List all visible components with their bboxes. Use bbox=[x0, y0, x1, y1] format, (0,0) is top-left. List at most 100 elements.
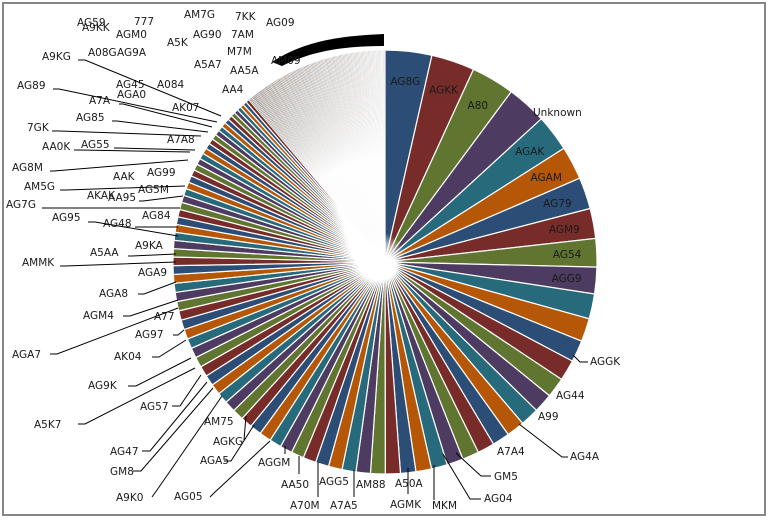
slice-label: AG05 bbox=[174, 491, 203, 503]
pie-slice-minor bbox=[349, 52, 386, 263]
leader-line bbox=[50, 307, 179, 355]
slice-label: AG44 bbox=[556, 390, 585, 402]
pie-slice-minor bbox=[340, 54, 386, 263]
pie-slice-minor bbox=[369, 50, 386, 263]
pie-slice-minor bbox=[326, 57, 386, 263]
leader-line bbox=[60, 185, 186, 191]
pie-slice-minor bbox=[316, 60, 386, 263]
pie-slice-minor bbox=[372, 49, 386, 263]
slice-label: A77 bbox=[154, 311, 175, 323]
slice-label: AG04 bbox=[484, 493, 513, 505]
slice-label: AG90 bbox=[193, 29, 222, 41]
pie-slice-minor bbox=[342, 53, 386, 263]
leader-line bbox=[119, 103, 213, 128]
pie-slice-minor bbox=[333, 55, 386, 263]
pie-slice-minor bbox=[328, 56, 386, 263]
pie-slice-minor bbox=[377, 49, 386, 263]
pie-slice-minor bbox=[319, 59, 386, 263]
pie-slice-minor bbox=[352, 51, 386, 263]
slice-label: A5K7 bbox=[34, 419, 61, 431]
leader-line bbox=[172, 374, 202, 407]
pie-slice-minor bbox=[313, 61, 386, 263]
leader-line bbox=[224, 424, 255, 462]
slice-label: A7A4 bbox=[497, 446, 525, 458]
slice-label: AG97 bbox=[135, 329, 164, 341]
slice-label: AA95 bbox=[108, 192, 136, 204]
slice-label: A80 bbox=[468, 100, 489, 112]
pie-slice-minor bbox=[363, 50, 386, 263]
slice-label: AGM9 bbox=[549, 224, 580, 236]
slice-label: AGA8 bbox=[99, 288, 128, 300]
slice-label: A9KA bbox=[135, 240, 164, 252]
slice-label: AG89 bbox=[17, 80, 46, 92]
pie-slice-minor bbox=[317, 60, 386, 263]
slice-label: AGA9 bbox=[138, 267, 167, 279]
slice-label: M7M bbox=[227, 46, 252, 58]
slice-label: AG8G bbox=[390, 76, 420, 88]
slice-label: A5A7 bbox=[194, 59, 222, 71]
leader-line bbox=[60, 261, 177, 267]
slice-label: AG09 bbox=[266, 17, 295, 29]
leader-line bbox=[123, 299, 179, 317]
slice-label: AG48 bbox=[103, 218, 132, 230]
pie-slice-minor bbox=[322, 58, 386, 263]
slice-label: AG47 bbox=[110, 446, 139, 458]
pie-slice-minor bbox=[339, 54, 386, 263]
slice-label: AM88 bbox=[356, 479, 386, 491]
slice-label: A9KG bbox=[42, 51, 71, 63]
slice-label: AA50 bbox=[281, 479, 309, 491]
leader-line bbox=[142, 381, 208, 452]
pie-slice-minor bbox=[345, 53, 386, 263]
slice-label: AG99 bbox=[147, 167, 176, 179]
pie-slice-minor bbox=[341, 53, 386, 263]
leader-line bbox=[209, 440, 271, 498]
slice-label: AG8M bbox=[12, 162, 43, 174]
slice-label: AM09 bbox=[271, 55, 301, 67]
slice-label: AG9A bbox=[117, 47, 147, 59]
slice-label: AK07 bbox=[172, 102, 199, 114]
slice-label: AGAK bbox=[515, 146, 545, 158]
leader-line bbox=[442, 453, 481, 500]
leader-line bbox=[128, 253, 177, 257]
pie-slice-minor bbox=[325, 57, 386, 263]
slice-label: AG9K bbox=[88, 380, 118, 392]
slice-label: AK04 bbox=[114, 351, 142, 363]
pie-slice-minor bbox=[327, 57, 386, 263]
leader-line bbox=[128, 357, 192, 387]
slice-label: AGA0 bbox=[117, 89, 146, 101]
slice-label: Unknown bbox=[533, 107, 582, 119]
pie-slice-minor bbox=[382, 49, 386, 263]
pie-slice-minor bbox=[380, 49, 386, 263]
slice-label: AAK bbox=[113, 171, 136, 183]
slice-label: GM8 bbox=[110, 466, 134, 478]
pie-slice-minor bbox=[379, 49, 386, 263]
leader-line bbox=[572, 354, 588, 363]
leader-line bbox=[151, 395, 223, 498]
pie-slice-minor bbox=[334, 55, 386, 263]
pie-slice-minor bbox=[362, 50, 386, 263]
leader-line bbox=[518, 423, 568, 458]
pie-slice-minor bbox=[323, 58, 386, 263]
pie-slice-minor bbox=[364, 50, 386, 263]
slice-label: AGG5 bbox=[319, 476, 349, 488]
slice-label: A5K bbox=[167, 37, 189, 49]
slice-label: 7AM bbox=[231, 29, 254, 41]
leader-line bbox=[114, 147, 196, 151]
pie-slice-minor bbox=[347, 52, 386, 263]
pie-slices bbox=[172, 49, 598, 475]
slice-label: AGGK bbox=[590, 356, 621, 368]
leader-line bbox=[53, 88, 218, 123]
pie-slice-minor bbox=[321, 58, 386, 263]
leader-line bbox=[133, 387, 214, 472]
slice-label: AKAK bbox=[87, 190, 116, 202]
pie-slice-minor bbox=[356, 51, 386, 263]
pie-slice-minor bbox=[314, 61, 386, 263]
pie-slice-minor bbox=[335, 55, 386, 263]
pie-slice-minor bbox=[371, 50, 386, 263]
slice-label: AG85 bbox=[76, 112, 105, 124]
slice-label: AGM4 bbox=[83, 310, 114, 322]
slice-label: A9K0 bbox=[116, 492, 143, 504]
slice-label: AGMK bbox=[390, 499, 422, 511]
slice-label: AM5G bbox=[24, 181, 55, 193]
leader-line bbox=[74, 149, 191, 153]
